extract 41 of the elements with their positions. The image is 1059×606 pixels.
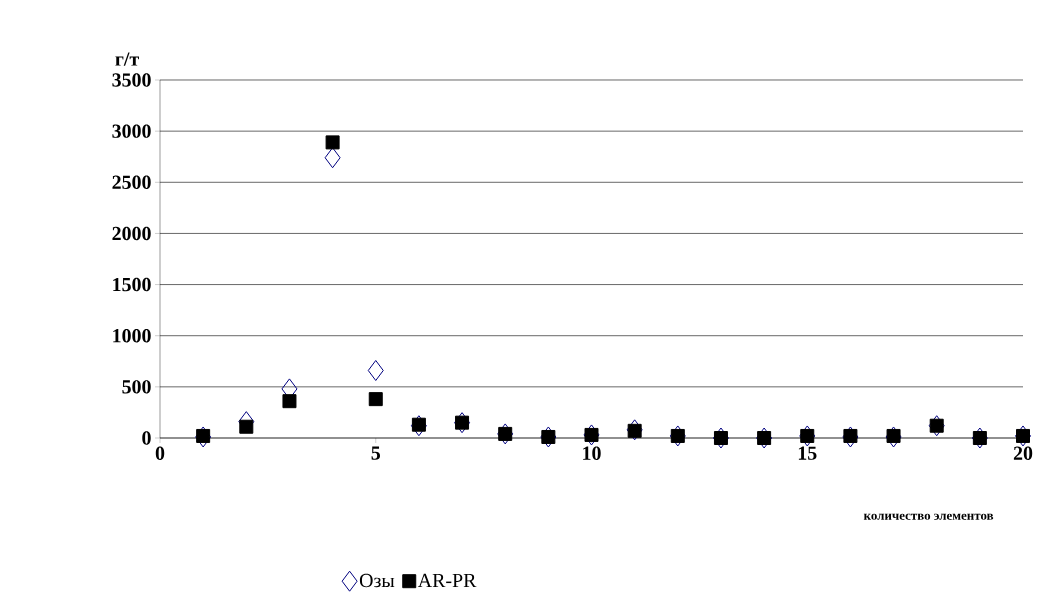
point [325,135,340,150]
point [239,419,254,434]
y-tick-label: 0 [142,431,151,445]
y-tick-label: 1500 [113,277,151,292]
x-axis-title: количество элементов [863,513,994,520]
point [929,418,944,433]
point [800,428,815,443]
point [626,419,643,441]
point [196,428,211,443]
x-tick-label: 5 [371,446,381,460]
y-tick-label: 3000 [112,124,151,138]
x-tick-label: 15 [798,446,817,460]
point [928,415,945,437]
legend-label: AR-PR [417,573,477,588]
point [498,426,513,441]
point [411,417,426,432]
point [541,429,556,444]
point [282,394,297,409]
y-tick-label: 500 [122,380,151,394]
point [627,423,642,438]
y-tick-label: 3500 [112,73,151,87]
point [1016,428,1031,443]
x-tick-label: 20 [1013,446,1033,460]
point [367,359,384,381]
point [455,415,470,430]
y-tick-label: 1000 [113,328,151,343]
y-tick-label: 2000 [112,226,151,241]
point [886,428,901,443]
x-tick-label: 0 [155,446,165,460]
point [843,428,858,443]
y-axis-title: г/т [115,52,139,66]
point [368,392,383,407]
point [972,431,987,445]
point [324,147,341,169]
point [584,427,599,442]
legend-label: Озы [359,573,395,588]
x-tick-label: 10 [583,446,601,460]
point [713,431,728,445]
point [757,431,772,445]
y-tick-label: 2500 [112,175,151,189]
point [670,428,685,443]
